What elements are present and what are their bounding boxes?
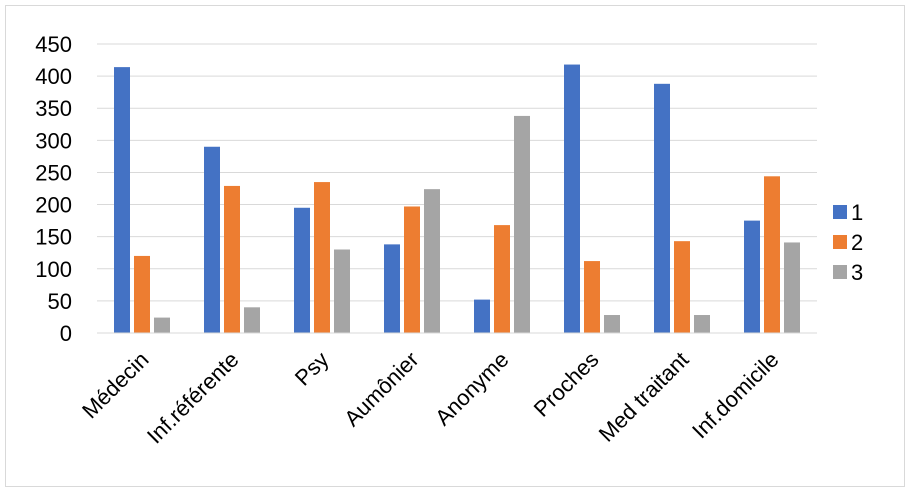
y-axis-tick-labels: 0 50 100 150 200 250 300 350 400 450 xyxy=(35,32,72,346)
bar-3-8 xyxy=(784,242,800,333)
bar-3-4 xyxy=(424,189,440,333)
category-label-4: Aumônier xyxy=(339,347,423,431)
y-tick-label-450: 450 xyxy=(35,32,72,57)
bar-2-3 xyxy=(314,182,330,333)
y-tick-label-350: 350 xyxy=(35,96,72,121)
bar-3-2 xyxy=(244,307,260,333)
bar-1-8 xyxy=(744,220,760,333)
category-label-1: Médecin xyxy=(77,347,153,423)
bar-1-2 xyxy=(204,146,220,333)
bar-1-7 xyxy=(654,83,670,333)
y-tick-label-400: 400 xyxy=(35,64,72,89)
bar-2-6 xyxy=(584,261,600,333)
legend-label-3: 3 xyxy=(851,260,863,285)
bar-3-3 xyxy=(334,249,350,333)
category-label-7: Med traitant xyxy=(594,347,694,447)
category-label-5: Anonyme xyxy=(430,347,513,430)
bar-2-8 xyxy=(764,176,780,333)
bar-3-7 xyxy=(694,315,710,333)
bar-1-4 xyxy=(384,244,400,333)
bar-2-7 xyxy=(674,241,690,333)
category-label-8: Inf.domicile xyxy=(687,347,783,443)
bar-2-2 xyxy=(224,185,240,333)
bar-3-5 xyxy=(514,115,530,333)
bar-2-5 xyxy=(494,225,510,333)
bar-3-6 xyxy=(604,315,620,333)
bar-1-3 xyxy=(294,207,310,333)
bar-1-6 xyxy=(564,64,580,333)
category-label-3: Psy xyxy=(290,347,334,391)
bars xyxy=(114,64,800,334)
y-tick-label-50: 50 xyxy=(48,289,72,314)
legend-swatch-2 xyxy=(833,235,847,249)
bar-1-1 xyxy=(114,67,130,334)
y-tick-label-100: 100 xyxy=(35,257,72,282)
bar-1-5 xyxy=(474,299,490,333)
bar-2-4 xyxy=(404,206,420,333)
legend: 1 2 3 xyxy=(833,200,863,285)
legend-swatch-3 xyxy=(833,265,847,279)
y-tick-label-150: 150 xyxy=(35,225,72,250)
bar-3-1 xyxy=(154,317,170,333)
category-label-2: Inf.référente xyxy=(142,347,244,449)
legend-swatch-1 xyxy=(833,205,847,219)
y-tick-label-250: 250 xyxy=(35,160,72,185)
legend-label-2: 2 xyxy=(851,230,863,255)
y-tick-label-200: 200 xyxy=(35,193,72,218)
y-tick-label-300: 300 xyxy=(35,128,72,153)
category-label-6: Proches xyxy=(529,347,604,422)
legend-label-1: 1 xyxy=(851,200,863,225)
y-tick-label-0: 0 xyxy=(60,321,72,346)
bar-2-1 xyxy=(134,255,150,333)
